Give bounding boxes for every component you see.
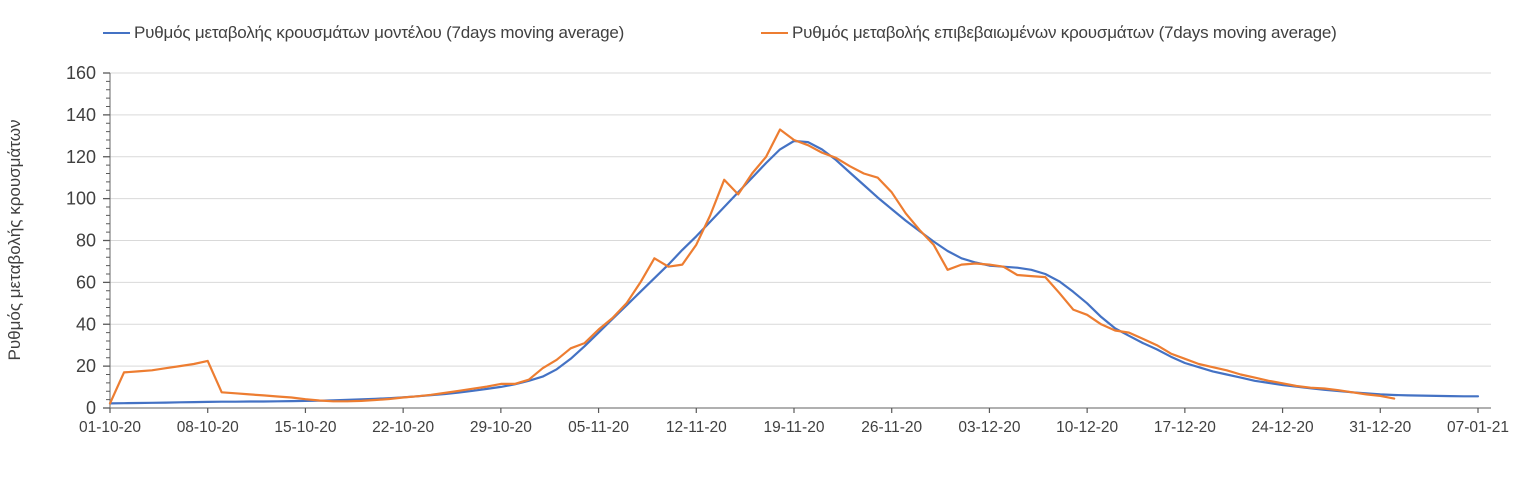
legend-label-model: Ρυθμός μεταβολής κρουσμάτων μοντέλου (7d… xyxy=(134,23,625,42)
x-tick-label: 03-12-20 xyxy=(958,419,1020,436)
y-tick-label: 120 xyxy=(66,147,96,167)
x-tick-label: 31-12-20 xyxy=(1349,419,1411,436)
y-tick-label: 40 xyxy=(76,314,96,334)
x-tick-label: 05-11-20 xyxy=(568,419,629,436)
y-tick-label: 140 xyxy=(66,105,96,125)
y-tick-label: 60 xyxy=(76,272,96,292)
y-tick-label: 0 xyxy=(86,398,96,418)
x-tick-label: 07-01-21 xyxy=(1447,419,1509,436)
y-tick-label: 80 xyxy=(76,231,96,251)
y-tick-label: 20 xyxy=(76,356,96,376)
x-tick-label: 01-10-20 xyxy=(79,419,141,436)
legend-line-icon xyxy=(103,32,130,34)
series-model-line xyxy=(108,139,1480,405)
x-tick-label: 19-11-20 xyxy=(764,419,825,436)
legend-line-icon xyxy=(761,32,788,34)
x-tick-label: 12-11-20 xyxy=(666,419,727,436)
y-tick-label: 100 xyxy=(66,189,96,209)
y-axis-title: Ρυθμός μεταβολής κρουσμάτων xyxy=(5,120,24,361)
x-tick-label: 17-12-20 xyxy=(1154,419,1216,436)
x-tick-label: 10-12-20 xyxy=(1056,419,1118,436)
x-tick-label: 22-10-20 xyxy=(372,419,434,436)
y-tick-label: 160 xyxy=(66,63,96,83)
legend-item-model: Ρυθμός μεταβολής κρουσμάτων μοντέλου (7d… xyxy=(103,22,624,44)
x-tick-label: 29-10-20 xyxy=(470,419,532,436)
series-confirmed-line xyxy=(108,128,1396,405)
x-tick-label: 26-11-20 xyxy=(861,419,922,436)
x-tick-label: 15-10-20 xyxy=(274,419,336,436)
x-tick-label: 24-12-20 xyxy=(1252,419,1314,436)
legend-item-confirmed: Ρυθμός μεταβολής επιβεβαιωμένων κρουσμάτ… xyxy=(761,22,1337,44)
legend: Ρυθμός μεταβολής κρουσμάτων μοντέλου (7d… xyxy=(0,22,1529,44)
x-tick-label: 08-10-20 xyxy=(177,419,239,436)
legend-label-confirmed: Ρυθμός μεταβολής επιβεβαιωμένων κρουσμάτ… xyxy=(792,23,1337,42)
